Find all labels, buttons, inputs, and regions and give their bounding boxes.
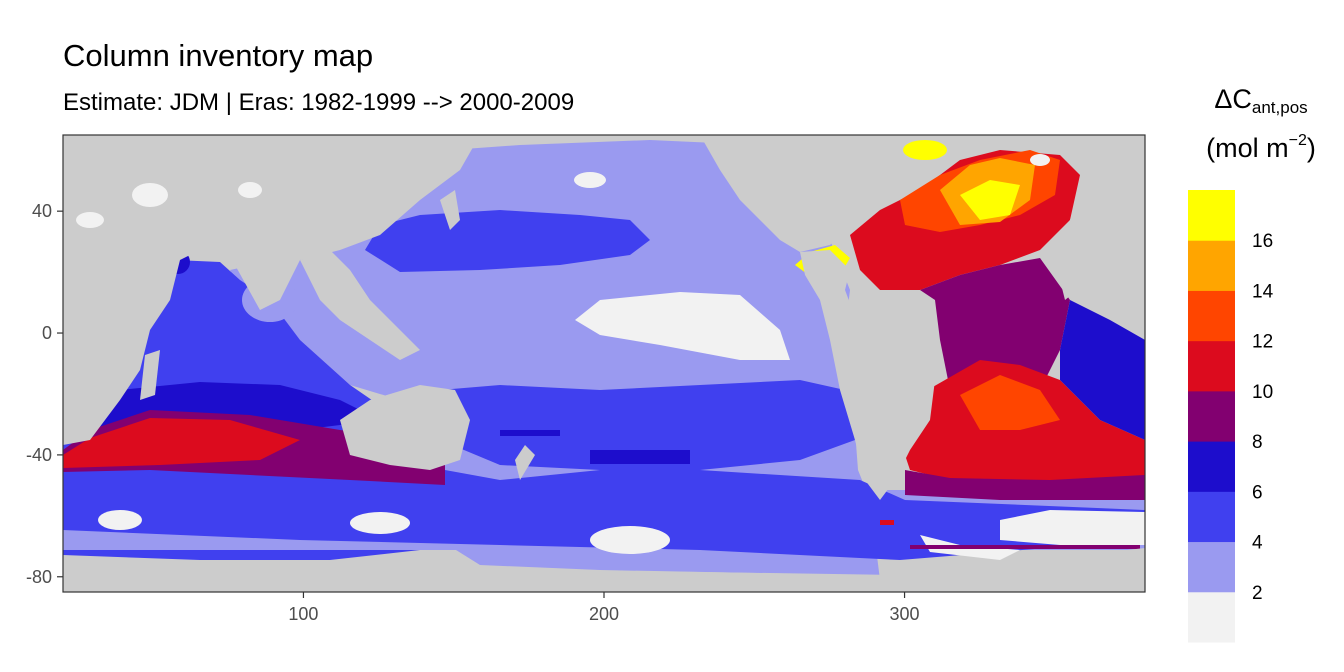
ocean-region bbox=[590, 526, 670, 554]
map-panel bbox=[63, 135, 1145, 592]
legend-swatch bbox=[1188, 290, 1235, 342]
ocean-region bbox=[365, 210, 650, 272]
legend-swatch bbox=[1188, 340, 1235, 392]
ocean-region bbox=[132, 183, 168, 207]
legend-swatch bbox=[1188, 491, 1235, 543]
ocean-region bbox=[500, 430, 560, 436]
legend-swatch bbox=[1188, 390, 1235, 442]
ocean-region bbox=[340, 385, 470, 470]
ocean-region bbox=[440, 380, 855, 470]
ocean-region bbox=[140, 350, 160, 400]
legend-colorbar: 2 4 6 8 10 12 14 16 bbox=[1188, 190, 1274, 643]
ocean-region bbox=[1060, 300, 1145, 440]
legend-swatch bbox=[1188, 190, 1235, 241]
ocean-region bbox=[1055, 135, 1145, 300]
legend-label: 12 bbox=[1252, 332, 1273, 353]
legend-label: 14 bbox=[1252, 281, 1274, 302]
x-tick-label: 100 bbox=[288, 604, 318, 624]
legend-label: 8 bbox=[1252, 432, 1263, 453]
ocean-region bbox=[880, 520, 894, 525]
ocean-region bbox=[76, 212, 104, 228]
legend-label: 4 bbox=[1252, 533, 1263, 554]
map-subtitle: Estimate: JDM | Eras: 1982-1999 --> 2000… bbox=[63, 89, 575, 116]
ocean-region bbox=[300, 250, 420, 360]
ocean-region bbox=[440, 190, 460, 230]
y-tick-label: 40 bbox=[32, 201, 52, 221]
ocean-region bbox=[574, 172, 606, 188]
ocean-region bbox=[960, 180, 1020, 220]
ocean-region bbox=[1030, 154, 1050, 166]
ocean-region bbox=[63, 460, 1145, 560]
map-title: Column inventory map bbox=[63, 38, 374, 73]
ocean-region bbox=[1090, 280, 1145, 330]
ocean-region bbox=[910, 545, 1140, 549]
legend-swatch bbox=[1188, 441, 1235, 492]
legend-swatch bbox=[1188, 240, 1235, 291]
ocean-region bbox=[800, 250, 935, 500]
ocean-field bbox=[63, 135, 1145, 592]
y-tick-label: -80 bbox=[26, 567, 52, 587]
ocean-region bbox=[63, 548, 1145, 592]
ocean-region bbox=[590, 450, 690, 464]
ocean-region bbox=[1000, 135, 1070, 150]
legend-title: ΔCant,pos (mol m−2) bbox=[1186, 84, 1336, 164]
x-tick-label: 300 bbox=[890, 604, 920, 624]
legend-label: 16 bbox=[1252, 231, 1273, 252]
legend-swatch bbox=[1188, 541, 1235, 593]
ocean-region bbox=[230, 135, 480, 275]
ocean-region bbox=[350, 512, 410, 534]
ocean-region bbox=[575, 292, 790, 360]
legend-title-unit: (mol m−2) bbox=[1206, 132, 1316, 163]
legend-label: 2 bbox=[1252, 583, 1263, 604]
legend-swatch bbox=[1188, 591, 1235, 643]
ocean-region bbox=[515, 445, 535, 480]
ocean-region bbox=[63, 418, 300, 468]
ocean-region bbox=[63, 135, 240, 445]
legend-label: 10 bbox=[1252, 382, 1273, 403]
ocean-region bbox=[235, 255, 300, 310]
ocean-region bbox=[700, 135, 900, 252]
legend-title-variable: ΔCant,pos bbox=[1214, 84, 1308, 117]
ocean-region bbox=[920, 258, 1070, 400]
y-tick-label: 0 bbox=[42, 323, 52, 343]
legend-label: 6 bbox=[1252, 482, 1263, 503]
x-tick-label: 200 bbox=[589, 604, 619, 624]
ocean-region bbox=[960, 375, 1060, 430]
y-tick-label: -40 bbox=[26, 445, 52, 465]
ocean-region bbox=[1000, 510, 1145, 545]
ocean-region bbox=[98, 510, 142, 530]
ocean-region bbox=[238, 182, 262, 198]
ocean-region bbox=[905, 470, 1145, 500]
ocean-region bbox=[903, 140, 947, 160]
